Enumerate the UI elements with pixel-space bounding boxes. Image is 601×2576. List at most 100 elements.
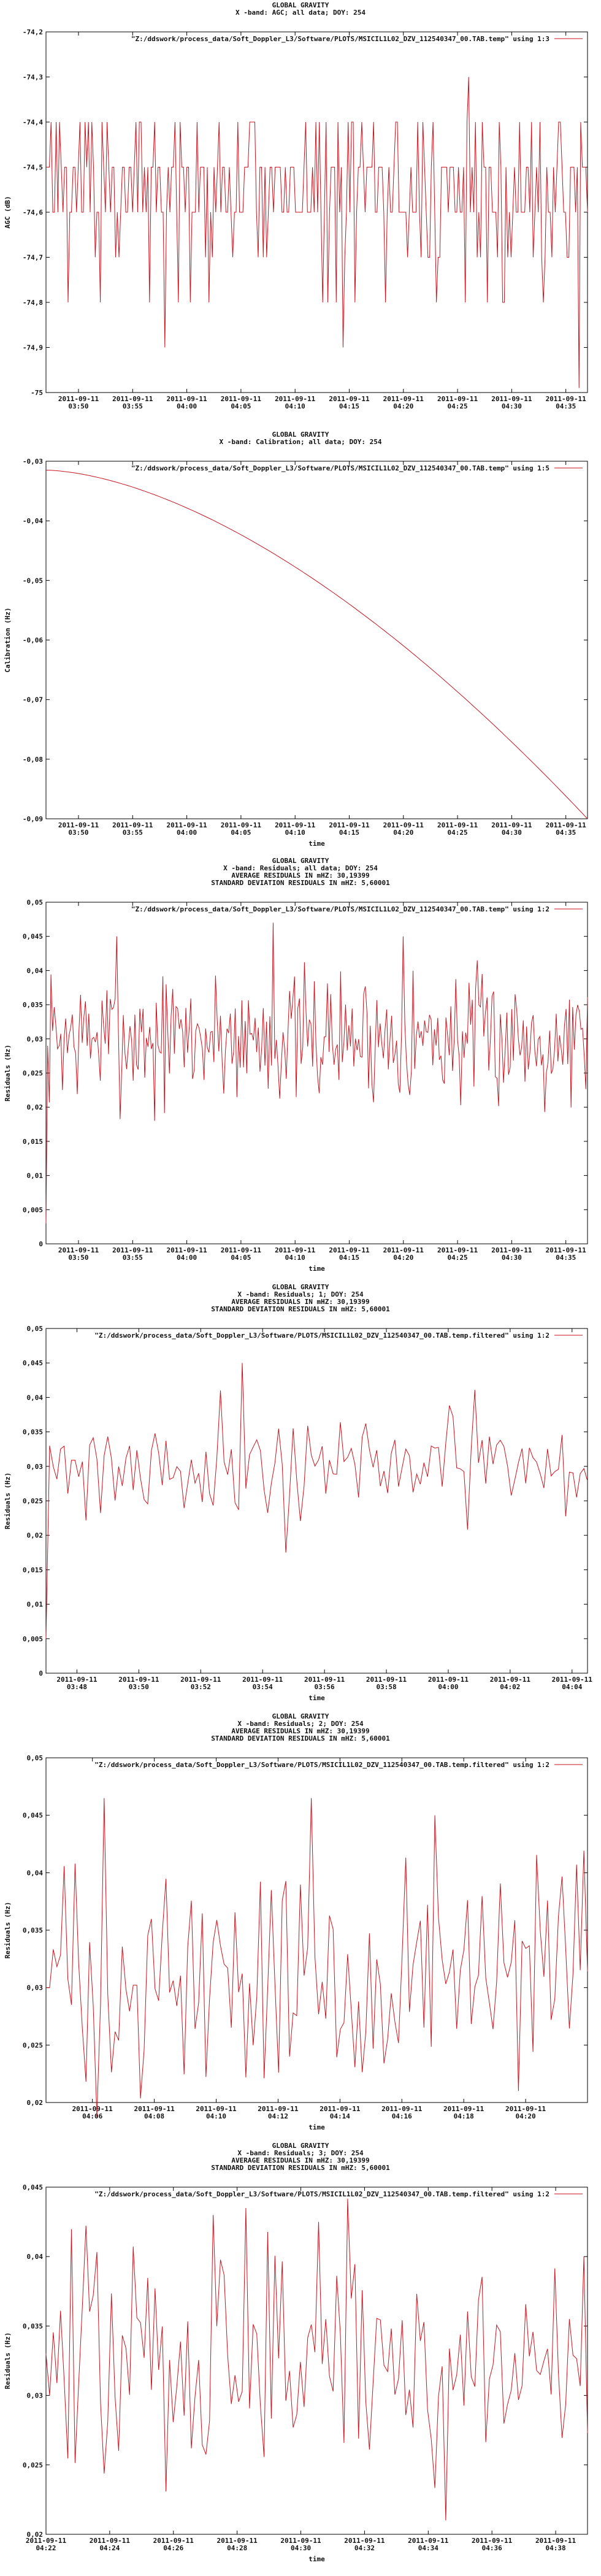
x-tick-label: 2011-09-11 <box>443 2105 484 2113</box>
x-tick-label: 2011-09-11 <box>546 395 587 403</box>
y-tick-label: 0,005 <box>23 1206 43 1214</box>
x-tick-label: 2011-09-11 <box>472 2537 513 2545</box>
plot-frame <box>45 902 588 1244</box>
chart-title-line: GLOBAL GRAVITY <box>272 431 329 439</box>
x-tick-label: 04:05 <box>231 1254 251 1262</box>
x-tick-label: 2011-09-11 <box>344 2537 385 2545</box>
chart-title-line: STANDARD DEVIATION RESIDUALS IN mHZ: 5,6… <box>211 879 390 887</box>
x-tick-label: 2011-09-11 <box>166 1246 207 1254</box>
x-tick-label: 03:56 <box>315 1683 335 1691</box>
x-tick-label: 2011-09-11 <box>275 395 316 403</box>
y-axis-label: Calibration (Hz) <box>4 608 12 673</box>
chart-title-line: STANDARD DEVIATION RESIDUALS IN mHZ: 5,6… <box>211 1305 390 1313</box>
x-tick-label: 2011-09-11 <box>491 821 532 829</box>
y-tick-label: -74,2 <box>23 28 43 36</box>
y-tick-label: -74,3 <box>23 74 43 82</box>
x-tick-label: 2011-09-11 <box>437 395 478 403</box>
x-axis-label: time <box>308 840 325 848</box>
y-axis-label: Residuals (Hz) <box>4 2333 12 2390</box>
x-tick-label: 04:24 <box>99 2544 120 2552</box>
series-line <box>46 1798 588 2117</box>
y-tick-label: -74,8 <box>23 299 43 307</box>
x-tick-label: 03:54 <box>253 1683 273 1691</box>
y-tick-label: 0,04 <box>27 2253 44 2261</box>
chart-title-line: GLOBAL GRAVITY <box>272 1 329 9</box>
y-tick-label: 0,02 <box>27 1531 44 1539</box>
x-tick-label: 2011-09-11 <box>180 1676 221 1684</box>
x-tick-label: 04:00 <box>177 402 197 410</box>
chart-title-line: X -band: Residuals; 3; DOY: 254 <box>237 2149 364 2157</box>
chart-title-line: STANDARD DEVIATION RESIDUALS IN mHZ: 5,6… <box>211 1735 390 1742</box>
chart-title-line: STANDARD DEVIATION RESIDUALS IN mHZ: 5,6… <box>211 2164 390 2172</box>
chart-panel-6: GLOBAL GRAVITY X -band: Residuals; 3; DOY… <box>0 2141 601 2576</box>
legend-label: "Z:/ddswork/process_data/Soft_Doppler_L3… <box>131 905 549 913</box>
y-tick-label: -74,5 <box>23 164 43 172</box>
chart-title-line: GLOBAL GRAVITY <box>272 857 329 865</box>
x-tick-label: 2011-09-11 <box>275 821 316 829</box>
y-tick-label: -74,6 <box>23 209 43 217</box>
x-axis-label: time <box>308 1265 325 1273</box>
chart-title-line: GLOBAL GRAVITY <box>272 2142 329 2150</box>
x-tick-label: 04:00 <box>438 1683 458 1691</box>
y-tick-label: -0,06 <box>23 637 43 645</box>
x-tick-label: 03:50 <box>129 1683 149 1691</box>
x-tick-label: 2011-09-11 <box>112 821 153 829</box>
x-tick-label: 04:10 <box>285 402 305 410</box>
y-axis-label: Residuals (Hz) <box>4 1473 12 1530</box>
chart-title-line: AVERAGE RESIDUALS IN mHZ: 30,19399 <box>231 1298 369 1306</box>
chart-title-line: AVERAGE RESIDUALS IN mHZ: 30,19399 <box>231 1727 369 1735</box>
series-line <box>46 77 588 388</box>
x-tick-label: 2011-09-11 <box>329 1246 370 1254</box>
y-tick-label: 0,01 <box>27 1601 44 1609</box>
x-tick-label: 04:10 <box>206 2112 226 2120</box>
chart-title-line: X -band: Residuals; all data; DOY: 254 <box>223 864 378 872</box>
x-tick-label: 04:20 <box>393 829 413 837</box>
x-tick-label: 2011-09-11 <box>58 821 99 829</box>
y-tick-label: 0,03 <box>27 2392 44 2400</box>
x-tick-label: 2011-09-11 <box>153 2537 194 2545</box>
x-tick-label: 2011-09-11 <box>221 1246 262 1254</box>
y-tick-label: 0,05 <box>27 1754 44 1762</box>
x-tick-label: 04:04 <box>562 1683 582 1691</box>
y-tick-label: 0,05 <box>27 1325 44 1333</box>
y-tick-label: 0,035 <box>23 1428 43 1436</box>
x-tick-label: 2011-09-11 <box>221 821 262 829</box>
x-axis-label: time <box>308 2555 325 2563</box>
y-tick-label: -0,07 <box>23 696 43 704</box>
y-tick-label: -0,08 <box>23 756 43 764</box>
x-tick-label: 2011-09-11 <box>58 395 99 403</box>
x-tick-label: 03:50 <box>68 1254 88 1262</box>
y-tick-label: 0,03 <box>27 1035 44 1043</box>
x-tick-label: 04:15 <box>339 1254 359 1262</box>
y-axis-label: Residuals (Hz) <box>4 1045 12 1102</box>
chart-title-line: GLOBAL GRAVITY <box>272 1712 329 1720</box>
legend-label: "Z:/ddswork/process_data/Soft_Doppler_L3… <box>94 1332 549 1340</box>
y-tick-label: 0,035 <box>23 1001 43 1009</box>
y-tick-label: -0,03 <box>23 458 43 466</box>
y-tick-label: -74,9 <box>23 344 43 352</box>
plot-frame <box>45 1328 588 1674</box>
x-tick-label: 04:35 <box>556 829 576 837</box>
plot-frame <box>45 2187 588 2535</box>
x-tick-label: 2011-09-11 <box>437 821 478 829</box>
y-tick-label: -0,05 <box>23 577 43 585</box>
x-tick-label: 2011-09-11 <box>535 2537 576 2545</box>
x-tick-label: 04:15 <box>339 402 359 410</box>
x-tick-label: 03:55 <box>123 402 143 410</box>
x-tick-label: 2011-09-11 <box>490 1676 531 1684</box>
y-tick-label: 0,035 <box>23 2322 43 2330</box>
legend-label: "Z:/ddswork/process_data/Soft_Doppler_L3… <box>94 1761 549 1769</box>
x-tick-label: 2011-09-11 <box>112 1246 153 1254</box>
y-tick-label: 0,04 <box>27 1393 44 1401</box>
x-tick-label: 2011-09-11 <box>166 395 207 403</box>
x-tick-label: 04:36 <box>482 2544 502 2552</box>
x-tick-label: 2011-09-11 <box>58 1246 99 1254</box>
y-tick-label: 0,025 <box>23 1070 43 1078</box>
y-tick-label: 0,04 <box>27 967 44 975</box>
y-tick-label: 0,045 <box>23 2183 43 2191</box>
x-tick-label: 04:20 <box>393 402 413 410</box>
x-tick-label: 2011-09-11 <box>242 1676 283 1684</box>
